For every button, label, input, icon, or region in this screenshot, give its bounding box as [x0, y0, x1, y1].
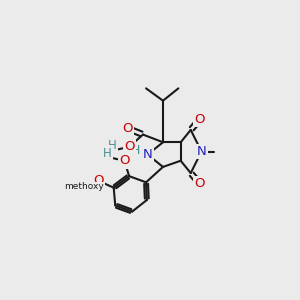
Text: H: H — [103, 146, 112, 160]
Text: O: O — [122, 122, 133, 135]
Text: H: H — [108, 139, 116, 152]
Text: O: O — [195, 177, 205, 190]
Text: O: O — [119, 154, 130, 167]
Text: O: O — [124, 140, 134, 153]
Text: O: O — [93, 174, 104, 187]
Text: H: H — [130, 144, 140, 157]
Text: N: N — [143, 148, 152, 161]
Text: N: N — [196, 145, 206, 158]
Text: O: O — [195, 113, 205, 126]
Text: methoxy: methoxy — [64, 182, 104, 191]
